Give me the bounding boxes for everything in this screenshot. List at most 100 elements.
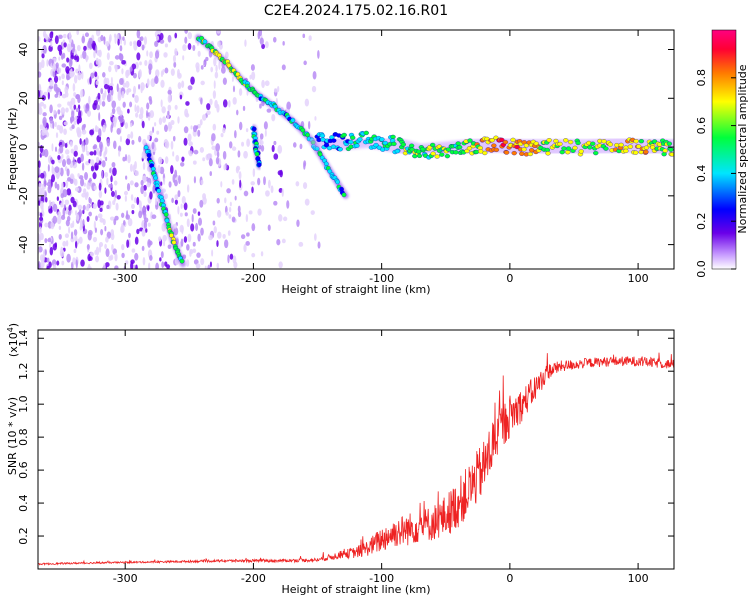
- spectrogram-noise-blob: [163, 52, 168, 58]
- feature-point: [317, 151, 323, 157]
- spectrogram-noise-blob: [125, 175, 128, 180]
- colorbar-tick-label: 0.8: [695, 69, 708, 87]
- feature-point: [643, 149, 649, 155]
- spectrogram-noise-blob: [154, 197, 158, 206]
- spectrogram-noise-blob: [268, 179, 271, 189]
- spectrogram-noise-blob: [118, 150, 121, 157]
- spectrogram-noise-blob: [237, 205, 241, 213]
- spectrogram-noise-blob: [79, 225, 83, 231]
- spectrogram-noise-blob: [61, 182, 64, 190]
- spectrogram-noise-blob: [52, 120, 55, 130]
- spectrogram-noise-blob: [238, 171, 242, 180]
- spectrogram-noise-blob: [39, 216, 44, 221]
- spectrogram-noise-blob: [147, 222, 151, 227]
- spectrogram-noise-blob: [281, 64, 286, 71]
- spectrogram-noise-blob: [146, 50, 149, 57]
- spectrogram-noise-blob: [138, 135, 142, 143]
- spectrogram-noise-blob: [51, 143, 54, 152]
- spectrogram-noise-blob: [87, 231, 92, 241]
- spectrogram-noise-blob: [222, 233, 226, 239]
- spectrogram-noise-blob: [66, 188, 72, 196]
- spectrogram-noise-blob: [136, 30, 141, 39]
- feature-point: [661, 152, 667, 157]
- spectrogram-noise-blob: [138, 69, 142, 79]
- spectrogram-noise-blob: [129, 163, 133, 172]
- spectrogram-noise-blob: [215, 64, 218, 73]
- spectrogram-noise-blob: [160, 99, 163, 108]
- spectrogram-noise-blob: [170, 165, 174, 175]
- spectrogram-noise-blob: [261, 43, 266, 50]
- spectrogram-noise-blob: [99, 207, 103, 213]
- spectrogram-noise-blob: [48, 261, 52, 268]
- spectrogram-noise-blob: [146, 110, 149, 119]
- spectrogram-noise-blob: [39, 212, 43, 218]
- spectrogram-noise-blob: [121, 244, 125, 251]
- spectrogram-noise-blob: [216, 197, 220, 204]
- spectrogram-noise-blob: [102, 124, 106, 133]
- feature-point: [305, 132, 310, 138]
- snr-x-tick-label: -200: [241, 572, 266, 585]
- spectrogram-noise-blob: [53, 109, 57, 115]
- spectrogram-noise-blob: [147, 134, 151, 141]
- spectrogram-noise-blob: [159, 39, 165, 44]
- spectrogram-noise-blob: [141, 120, 145, 129]
- spectrogram-noise-blob: [64, 199, 70, 205]
- colorbar-tick-label: 0.2: [695, 212, 708, 230]
- spectrogram-noise-blob: [192, 44, 196, 51]
- spectrogram-noise-blob: [81, 129, 87, 135]
- spectrogram-noise-blob: [299, 143, 303, 150]
- spectrogram-noise-blob: [47, 237, 52, 243]
- spectrogram-noise-blob: [182, 44, 187, 52]
- snr-y-tick-label: 1.2: [17, 362, 30, 380]
- spectrogram-noise-blob: [44, 35, 49, 40]
- spectrogram-noise-blob: [259, 37, 264, 46]
- spectrogram-noise-blob: [53, 83, 58, 92]
- feature-point: [350, 135, 356, 140]
- spectrogram-noise-blob: [42, 112, 47, 117]
- feature-point: [420, 146, 426, 152]
- spectrogram-noise-blob: [126, 239, 130, 248]
- feature-point: [337, 147, 343, 152]
- spectrogram-noise-blob: [167, 89, 172, 95]
- spectrogram-noise-blob: [135, 264, 138, 269]
- spectrogram-noise-blob: [243, 244, 247, 253]
- feature-streak-mid: [250, 124, 263, 170]
- spectrogram-noise-blob: [172, 54, 176, 63]
- feature-point: [482, 150, 488, 156]
- spectrogram-noise-blob: [134, 252, 139, 261]
- spectrogram-noise-blob: [177, 116, 180, 124]
- spectrogram-noise-blob: [273, 200, 278, 206]
- spectrogram-noise-blob: [68, 226, 71, 234]
- spectrogram-noise-blob: [133, 197, 138, 204]
- spectrogram-noise-blob: [237, 210, 242, 218]
- spectrogram-noise-blob: [154, 40, 159, 47]
- spectrogram-noise-blob: [155, 69, 160, 78]
- spectrogram-noise-blob: [228, 100, 231, 108]
- spectrogram-noise-blob: [192, 241, 196, 247]
- spectrogram-noise-blob: [258, 30, 263, 37]
- spectrogram-noise-blob: [66, 43, 72, 53]
- spectrogram-noise-blob: [196, 252, 201, 258]
- spectrogram-noise-blob: [111, 190, 115, 197]
- spectrogram-noise-blob: [89, 76, 92, 85]
- spectrogram-noise-blob: [212, 220, 216, 226]
- feature-point: [171, 240, 177, 245]
- spectrogram-noise-blob: [273, 140, 277, 146]
- spectrogram-noise-blob: [134, 236, 139, 245]
- spectrogram-noise-blob: [51, 165, 54, 175]
- spectrogram-noise-blob: [195, 263, 201, 269]
- spectrogram-noise-blob: [246, 232, 250, 237]
- spectrogram-noise-blob: [304, 98, 310, 107]
- spectrogram-noise-blob: [73, 144, 78, 152]
- spectrogram-noise-blob: [110, 175, 113, 183]
- spectrogram-noise-blob: [142, 138, 147, 146]
- spectrogram-noise-blob: [224, 51, 229, 59]
- spectrogram-noise-blob: [116, 83, 119, 93]
- feature-point: [666, 141, 673, 146]
- spectrogram-noise-blob: [130, 131, 134, 139]
- spectrogram-noise-blob: [58, 115, 63, 121]
- spectrogram-noise-blob: [206, 103, 211, 111]
- spectrogram-noise-blob: [146, 78, 150, 87]
- spectrogram-noise-blob: [172, 174, 176, 183]
- feature-point: [493, 147, 500, 153]
